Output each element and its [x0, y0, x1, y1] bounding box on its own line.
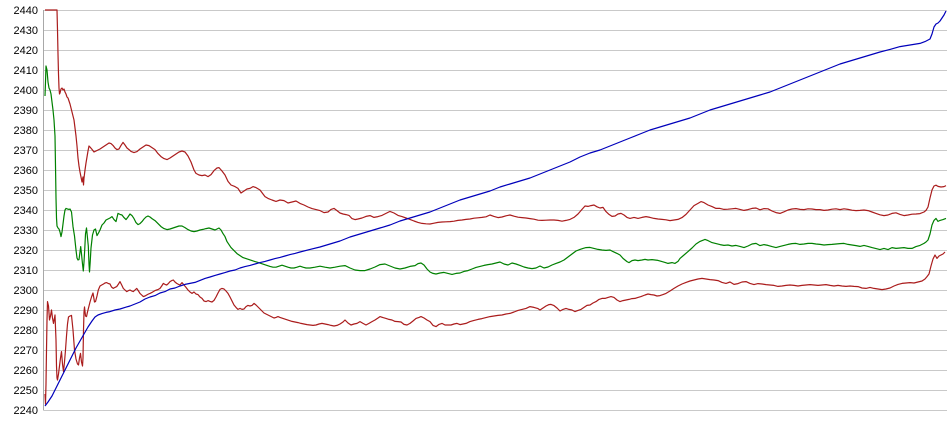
y-axis-tick-label: 2270: [14, 345, 38, 357]
y-axis-tick-label: 2400: [14, 85, 38, 97]
y-axis-tick-label: 2260: [14, 365, 38, 377]
y-axis-tick-label: 2330: [14, 225, 38, 237]
y-axis-tick-label: 2300: [14, 285, 38, 297]
y-axis-tick-label: 2340: [14, 205, 38, 217]
y-axis-tick-label: 2440: [14, 5, 38, 17]
y-axis-tick-label: 2320: [14, 245, 38, 257]
y-axis-tick-label: 2280: [14, 325, 38, 337]
y-axis-tick-label: 2390: [14, 105, 38, 117]
series-blue-balance-line: [44, 10, 947, 407]
y-axis-tick-label: 2290: [14, 305, 38, 317]
y-axis-tick-label: 2350: [14, 185, 38, 197]
y-axis-tick-label: 2240: [14, 405, 38, 417]
series-lower-red-band: [44, 251, 946, 405]
y-axis-tick-label: 2380: [14, 125, 38, 137]
y-axis-tick-label: 2420: [14, 45, 38, 57]
y-axis-tick-label: 2360: [14, 165, 38, 177]
y-axis-tick-label: 2310: [14, 265, 38, 277]
series-upper-red-band: [45, 9, 947, 225]
series-green-mid-line: [44, 65, 947, 275]
y-axis-tick-label: 2370: [14, 145, 38, 157]
y-axis-tick-label: 2250: [14, 385, 38, 397]
y-axis-tick-label: 2430: [14, 25, 38, 37]
y-axis-tick-label: 2410: [14, 65, 38, 77]
